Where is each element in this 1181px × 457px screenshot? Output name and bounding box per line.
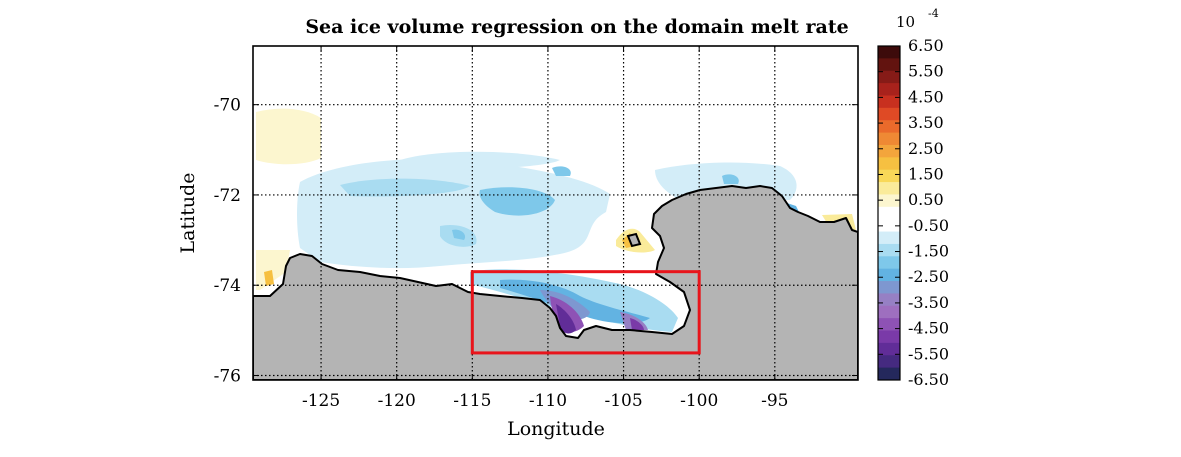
y-tick-label: -74 (214, 276, 241, 296)
negative-anomaly-core-d (630, 318, 644, 330)
x-axis-label: Longitude (507, 418, 605, 440)
axis-ticks: -125 -120 -115 -110 -105 -100 -95 -70 -72 -74 -76 (214, 46, 858, 411)
colorbar-swatch (878, 157, 900, 171)
colorbar-swatch (878, 107, 900, 121)
colorbar-exponent-power: -4 (928, 7, 939, 20)
colorbar-tick-label: -6.50 (908, 370, 949, 389)
colorbar-swatch (878, 330, 900, 344)
x-tick-label: -125 (302, 391, 340, 411)
y-tick-label: -70 (214, 96, 241, 116)
colorbar-tick-label: 5.50 (908, 62, 944, 81)
gridlines (253, 46, 858, 380)
negative-anomaly-mid-b (479, 187, 555, 216)
x-tick-label: -110 (529, 391, 567, 411)
colorbar-swatch (878, 293, 900, 307)
colorbar-tick-label: -1.50 (908, 242, 949, 261)
colorbar-swatch (878, 182, 900, 195)
colorbar-swatch (878, 95, 900, 109)
negative-anomaly-mid-d (452, 229, 466, 240)
colorbar-tick-label: -0.50 (908, 216, 949, 235)
positive-anomaly-west (256, 250, 290, 290)
colorbar-swatch (878, 243, 900, 257)
x-tick-label: -120 (378, 391, 416, 411)
land-mass (253, 185, 858, 380)
colorbar-tick-label: 2.50 (908, 139, 944, 158)
colorbar-swatch (878, 132, 900, 146)
negative-anomaly-north-strip (400, 151, 560, 170)
colorbar-swatch (878, 83, 900, 96)
colorbar-swatch (878, 305, 900, 319)
negative-anomaly-north-dot (552, 166, 571, 176)
colorbar-tick-label: 6.50 (908, 36, 944, 55)
colorbar-swatch (878, 367, 900, 381)
negative-anomaly-core-b (556, 304, 576, 334)
colorbar-swatch (878, 342, 900, 356)
colorbar-exponent-base: 10 (896, 13, 915, 31)
x-tick-label: -95 (761, 391, 788, 411)
colorbar-swatch (878, 144, 900, 158)
colorbar-swatch (878, 318, 900, 332)
positive-anomaly-west-core (264, 270, 274, 286)
colorbar-frame (877, 45, 901, 381)
highlight-box (470, 270, 701, 355)
chart-title: Sea ice volume regression on the domain … (305, 16, 848, 38)
colorbar-swatch (878, 206, 900, 220)
colorbar-swatch (878, 169, 900, 183)
x-tick-label: -100 (680, 391, 718, 411)
colorbar-swatch (878, 281, 900, 294)
negative-anomaly-mid-a (340, 178, 470, 197)
colorbar-swatch (878, 194, 900, 208)
colorbar-swatch (878, 70, 900, 84)
y-axis-label: Latitude (177, 173, 199, 254)
plot-frame (252, 45, 859, 381)
y-tick-label: -76 (214, 366, 241, 386)
x-tick-label: -115 (453, 391, 491, 411)
colorbar-swatch (878, 231, 900, 245)
positive-anomaly-north (256, 108, 321, 165)
x-tick-label: -105 (604, 391, 642, 411)
colorbar-tick-label: 1.50 (908, 164, 944, 183)
colorbar-tick-label: 4.50 (908, 87, 944, 106)
colorbar-swatch (878, 268, 900, 282)
colorbar-tick-label: -5.50 (908, 344, 949, 363)
map-layer (253, 46, 858, 380)
colorbar-tick-label: 0.50 (908, 190, 944, 209)
colorbar-tick-label: -2.50 (908, 267, 949, 286)
colorbar-swatch (878, 355, 900, 369)
colorbar-swatch (878, 120, 900, 134)
colorbar-swatch (878, 46, 900, 59)
colorbar: 6.50 5.50 4.50 3.50 2.50 1.50 0.50 -0.50 -1.50 -2… (877, 36, 949, 389)
colorbar-tick-label: -3.50 (908, 293, 949, 312)
negative-anomaly-east-dot (722, 174, 739, 184)
island (626, 232, 642, 248)
colorbar-tick-label: -4.50 (908, 319, 949, 338)
colorbar-swatch (878, 58, 900, 72)
colorbar-tick-label: 3.50 (908, 113, 944, 132)
colorbar-swatch (878, 256, 900, 270)
y-tick-label: -72 (214, 186, 241, 206)
colorbar-swatch (878, 219, 900, 233)
